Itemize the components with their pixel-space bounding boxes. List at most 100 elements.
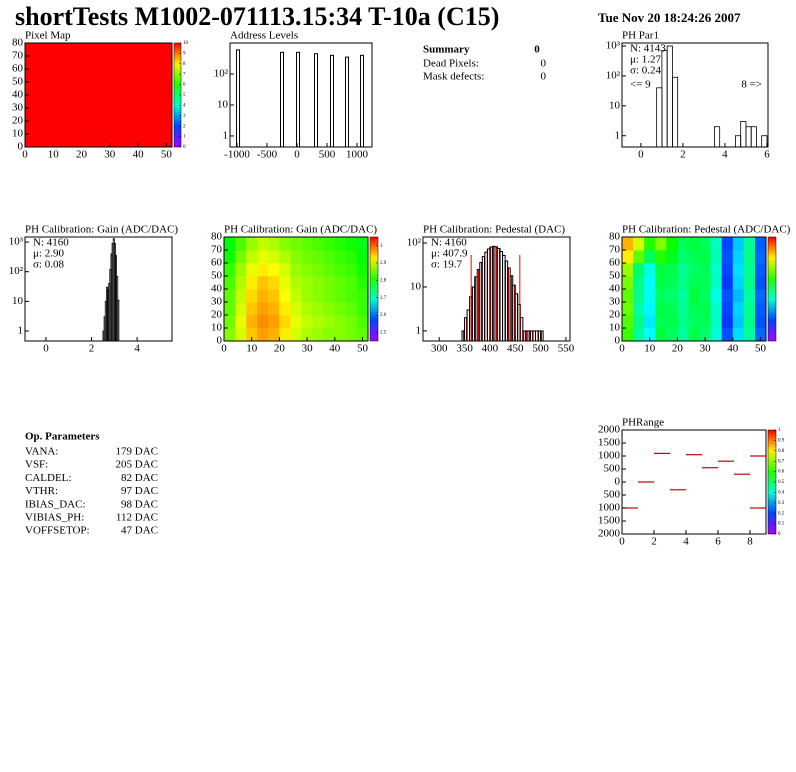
palette-label: 5	[183, 93, 186, 98]
x-tick-label: 30	[700, 343, 712, 355]
heat-cell	[301, 250, 313, 264]
heat-cell	[677, 328, 689, 342]
x-tick-label: 0	[619, 536, 625, 548]
heat-cell	[246, 263, 258, 277]
heat-cell	[356, 302, 369, 316]
heat-cell	[743, 276, 756, 290]
plot-frame	[422, 236, 571, 342]
y-tick-label: 2000	[598, 424, 621, 436]
spike	[314, 53, 319, 148]
heat-cell	[666, 302, 678, 316]
y-tick-label: 10	[211, 322, 223, 334]
heat-cell	[257, 263, 269, 277]
heat-cell	[257, 302, 269, 316]
heat-cell	[301, 315, 313, 329]
op-name: VANA:	[25, 446, 58, 458]
y-tick-label: 1	[223, 129, 229, 141]
heat-cell	[666, 263, 678, 277]
heat-cell	[677, 315, 689, 329]
y-tick-label: 1	[18, 325, 24, 337]
y-tick-label: 80	[12, 37, 24, 49]
heat-cell	[345, 237, 358, 251]
palette-label: 7	[183, 72, 186, 77]
y-tick-label: 1000	[598, 502, 621, 514]
palette-label: 0	[183, 145, 186, 150]
heat-cell	[290, 237, 302, 251]
heat-cell	[279, 237, 291, 251]
heat-cell	[235, 276, 247, 290]
x-tick-label: 4	[134, 343, 140, 355]
y-tick-label: 10	[609, 322, 621, 334]
y-tick-label: 20	[211, 309, 223, 321]
hist-bin	[761, 135, 768, 148]
heat-cell	[732, 276, 745, 290]
annotation: 8 =>	[741, 79, 762, 91]
heat-cell	[655, 302, 667, 316]
x-tick-label: -1000	[224, 149, 250, 161]
heat-cell	[135, 95, 173, 122]
heat-cell	[345, 315, 358, 329]
x-tick-label: 1000	[346, 149, 369, 161]
heat-cell	[246, 276, 258, 290]
y-tick-label: 0	[217, 335, 223, 347]
heat-cell	[334, 276, 347, 290]
hist-bin	[117, 299, 120, 342]
x-tick-label: 500	[532, 343, 549, 355]
y-tick-label: 10³	[606, 40, 621, 52]
y-tick-label: 0	[615, 335, 621, 347]
palette-label: 1	[183, 135, 186, 140]
heat-cell	[323, 263, 336, 277]
x-tick-label: 400	[482, 343, 499, 355]
x-tick-label: 4	[683, 536, 689, 548]
summary-value: 0	[541, 58, 547, 70]
chart-title: PH Calibration: Pedestal (DAC)	[423, 224, 565, 236]
y-tick-label: 40	[211, 283, 223, 295]
x-tick-label: 500	[319, 149, 336, 161]
stats-line: N: 4160	[431, 237, 467, 249]
heat-cell	[721, 315, 734, 329]
heat-cell	[312, 263, 324, 277]
x-tick-label: 2	[89, 343, 95, 355]
heat-cell	[312, 250, 324, 264]
x-tick-label: 50	[755, 343, 767, 355]
heat-cell	[290, 302, 302, 316]
x-tick-label: 10	[246, 343, 258, 355]
heat-cell	[743, 237, 756, 251]
heat-cell	[257, 276, 269, 290]
heat-cell	[721, 302, 734, 316]
heat-cell	[135, 43, 173, 70]
x-tick-label: 20	[672, 343, 684, 355]
palette-label: 0.9	[778, 439, 785, 444]
x-tick-label: 300	[431, 343, 448, 355]
palette-label: 2.7	[380, 296, 387, 301]
y-tick-label: 40	[609, 283, 621, 295]
heat-cell	[224, 237, 236, 251]
heat-cell	[622, 315, 634, 329]
heat-cell	[224, 250, 236, 264]
y-tick-label: 50	[211, 270, 223, 282]
heat-cell	[732, 289, 745, 303]
y-tick-label: 0	[615, 476, 621, 488]
heat-cell	[345, 250, 358, 264]
heat-cell	[323, 302, 336, 316]
x-tick-label: 0	[43, 343, 49, 355]
palette-label: 0.8	[778, 449, 785, 454]
heat-cell	[666, 289, 678, 303]
heat-cell	[268, 250, 280, 264]
chart-title: PH Calibration: Gain (ADC/DAC)	[224, 224, 377, 236]
heat-cell	[699, 276, 711, 290]
heat-cell	[666, 237, 678, 251]
heat-cell	[633, 328, 645, 342]
heat-cell	[61, 69, 99, 96]
heat-cell	[699, 315, 711, 329]
chart-title: PH Par1	[622, 30, 659, 42]
heat-cell	[301, 302, 313, 316]
heat-cell	[312, 315, 324, 329]
x-tick-label: 6	[764, 149, 770, 161]
y-tick-label: 500	[604, 489, 621, 501]
y-tick-label: 1500	[598, 437, 621, 449]
x-tick-label: 550	[558, 343, 575, 355]
chart-title: PH Calibration: Gain (ADC/DAC)	[25, 224, 178, 236]
heat-cell	[25, 95, 63, 122]
heat-cell	[61, 43, 99, 70]
